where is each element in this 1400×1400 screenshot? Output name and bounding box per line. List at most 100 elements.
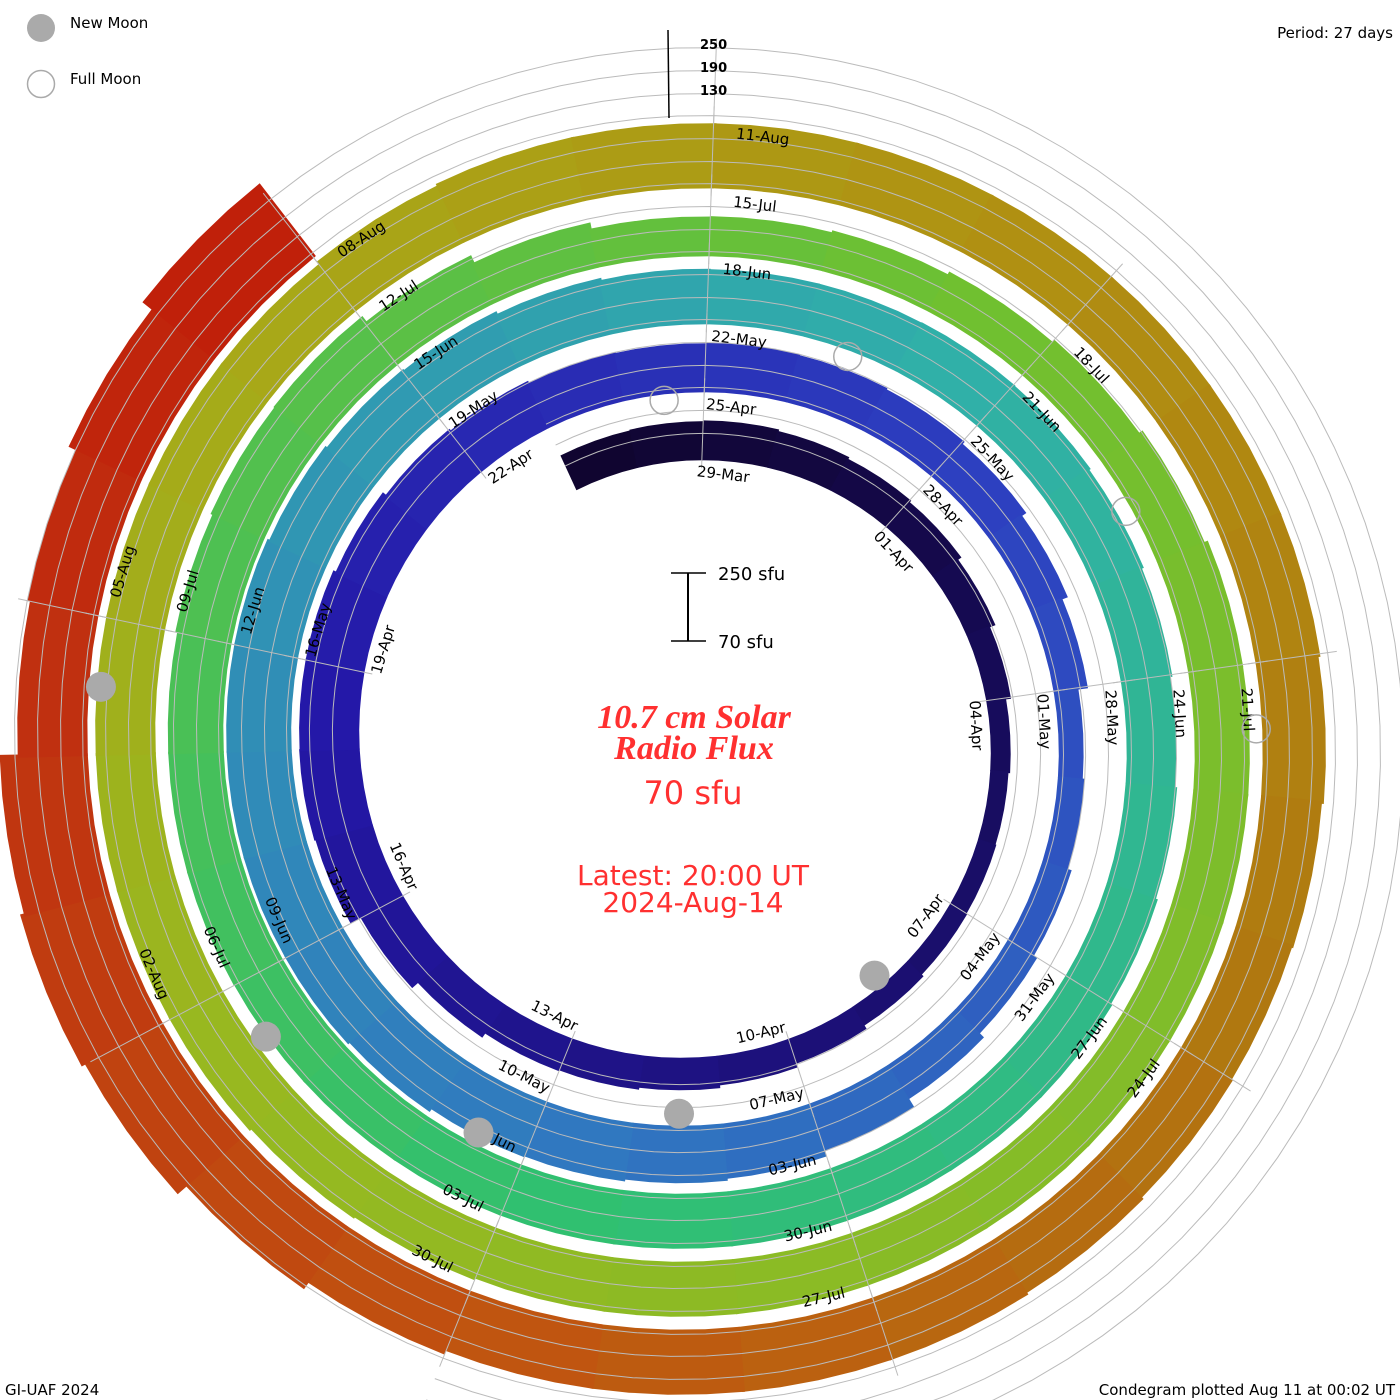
start-marker-line [667, 29, 670, 119]
flux-bar [234, 538, 327, 659]
flux-bar [599, 268, 711, 335]
flux-bar [557, 1038, 645, 1090]
scale-tick-250: 250 [700, 38, 727, 53]
flux-bar [1100, 430, 1206, 563]
flux-bar [175, 512, 265, 645]
flux-bar [966, 625, 1012, 702]
full-moon-legend-icon [26, 69, 56, 99]
grid-spiral-130 [60, 93, 1358, 1400]
flux-bar [106, 482, 204, 630]
flux-bar [1007, 860, 1072, 958]
grid-spiral-190 [37, 70, 1381, 1400]
flux-bar [435, 136, 587, 244]
moon-markers-layer [85, 341, 1271, 1148]
flux-bar [590, 1324, 745, 1395]
flux-bar [402, 311, 522, 419]
flux-bar [483, 1004, 573, 1072]
flux-bar [960, 194, 1114, 327]
grid-overlay-layer [14, 38, 1400, 1400]
flux-bar [315, 824, 403, 924]
flux-bar [851, 960, 924, 1027]
flux-bar [527, 352, 626, 429]
flux-bar [83, 1020, 244, 1195]
grid-radial-line [1247, 650, 1337, 665]
flux-bar [839, 142, 994, 253]
flux-bar [416, 955, 506, 1038]
flux-bar [249, 1089, 388, 1219]
new-moon-marker [85, 671, 116, 702]
flux-bar [495, 277, 613, 367]
flux-bar [1053, 687, 1084, 781]
flux-bar [522, 1100, 634, 1182]
flux-bar [1170, 788, 1249, 925]
flux-bar [1106, 782, 1178, 901]
flux-bar [68, 306, 216, 482]
flux-bar [27, 447, 143, 616]
flux-bar [907, 903, 968, 976]
flux-bar [210, 405, 322, 540]
flux-bar [1120, 674, 1177, 790]
flux-bar [303, 1044, 427, 1161]
date-label: 25-Apr [705, 395, 758, 419]
flux-bar [1235, 795, 1323, 949]
flux-bar [168, 750, 242, 874]
new-moon-legend-label: New Moon [70, 14, 148, 32]
flux-bar [870, 1238, 1029, 1361]
flux-bar [988, 514, 1068, 612]
new-moon-marker [463, 1117, 494, 1148]
flux-bar [1155, 384, 1282, 539]
footer-credit: GI-UAF 2024 [5, 1381, 99, 1399]
grid-radial-line [90, 1019, 171, 1063]
flux-bar [706, 269, 820, 337]
flux-bar [602, 1257, 739, 1317]
flux-bar [1002, 975, 1113, 1099]
flux-bar [316, 184, 466, 312]
flux-bar [1188, 664, 1250, 797]
flux-bar [785, 354, 888, 432]
latest-date: 2024-Aug-14 [602, 886, 783, 919]
flux-bar [305, 570, 388, 673]
flux-bar [359, 894, 449, 989]
grid-radial-line [1062, 263, 1123, 331]
flux-bar [807, 1064, 915, 1152]
flux-bar [299, 748, 373, 841]
chart-title-line1: 10.7 cm Solar [597, 699, 791, 736]
flux-bar [614, 343, 708, 402]
scale-tick-190: 190 [700, 61, 727, 76]
flux-bar [721, 1103, 827, 1179]
new-moon-legend-icon [27, 14, 55, 42]
flux-bar [977, 769, 1009, 846]
flux-bar [886, 1008, 984, 1100]
flux-bar [148, 362, 269, 511]
flux-bar [1097, 1047, 1233, 1200]
date-label: 21-Jul [1237, 687, 1257, 731]
date-label: 24-Jun [1169, 689, 1190, 739]
flux-bar [284, 926, 397, 1045]
flux-bar [220, 262, 358, 403]
flux-bar [932, 558, 996, 637]
flux-bar [1179, 925, 1293, 1082]
flux-bar [829, 458, 912, 528]
flux-bar [243, 841, 343, 959]
flux-bar [348, 1000, 467, 1112]
date-label: 29-Mar [696, 462, 751, 486]
flux-bar [726, 1168, 848, 1247]
footer-plot-time: Condegram plotted Aug 11 at 00:02 UT [1099, 1381, 1396, 1399]
grid-radial-line [18, 598, 107, 618]
flux-bar [731, 1233, 869, 1315]
flux-bar [976, 384, 1091, 501]
flux-bar [954, 939, 1038, 1035]
scale-bar-top-label: 250 sfu [718, 564, 785, 585]
flux-bar [449, 380, 550, 473]
new-moon-marker [664, 1098, 695, 1129]
flux-bar [589, 216, 713, 268]
flux-bar [570, 123, 717, 202]
full-moon-legend-label: Full Moon [70, 70, 141, 88]
flux-bar [1255, 654, 1326, 804]
flux-bar [384, 428, 483, 530]
grid-radial-line [1173, 1042, 1251, 1092]
flux-bar [1093, 566, 1173, 684]
flux-bar [560, 430, 639, 491]
full-moon-marker [1111, 496, 1141, 527]
